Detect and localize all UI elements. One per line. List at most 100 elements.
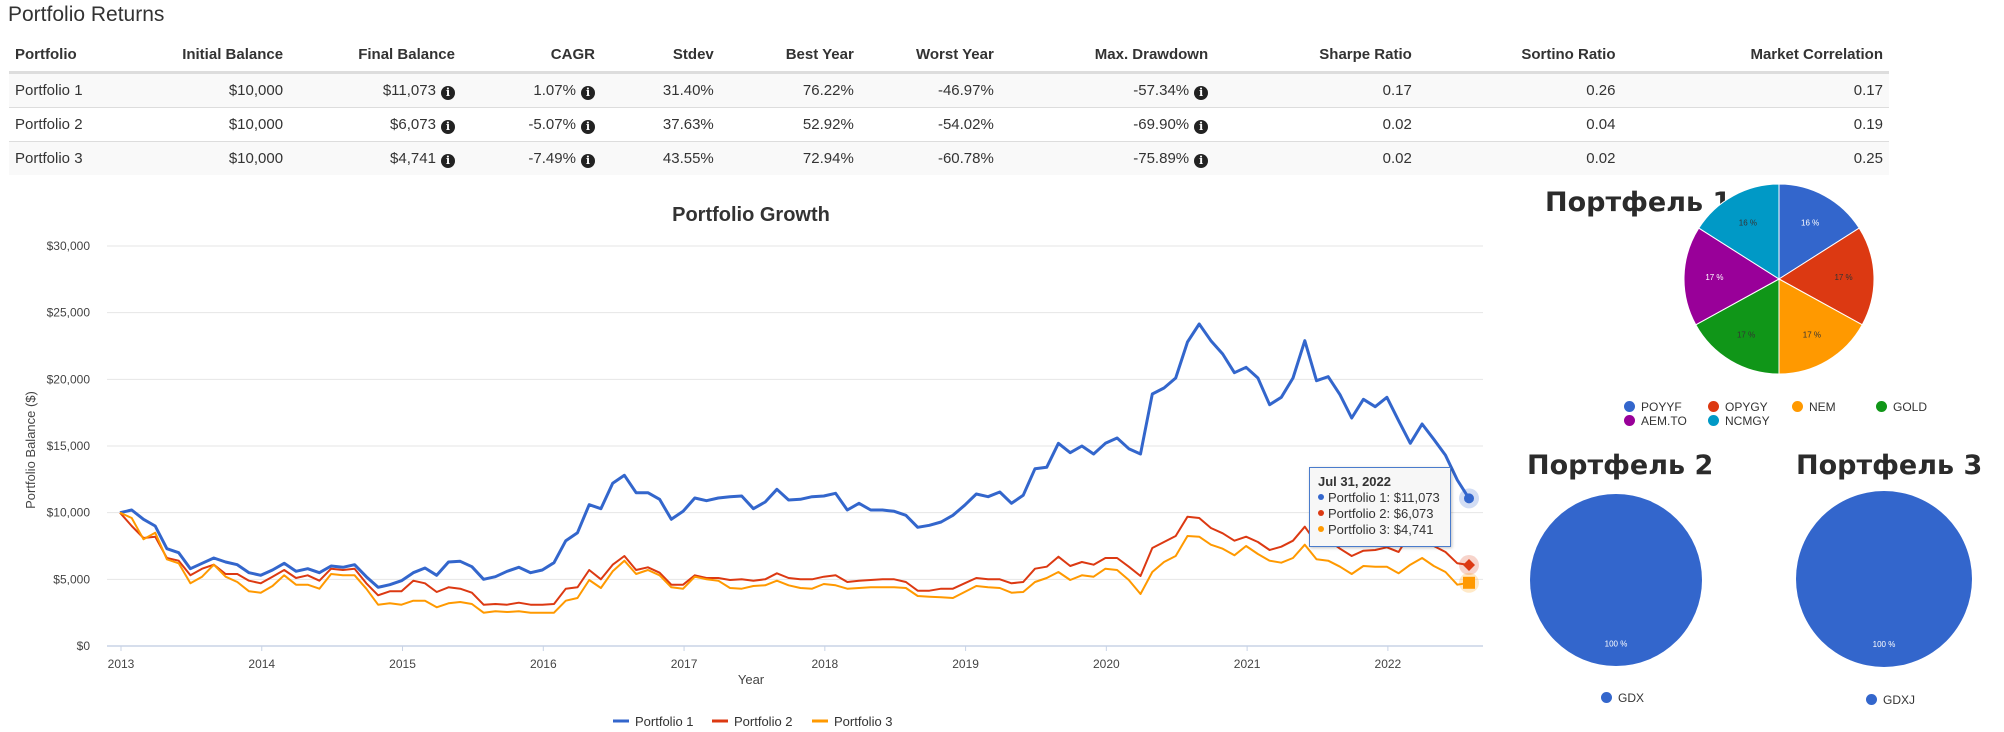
cell-sortino-ratio: 0.26 xyxy=(1417,72,1622,108)
cell-final-balance-value: $11,073 xyxy=(382,81,436,99)
pie-slice-gdxj[interactable] xyxy=(1796,491,1972,667)
info-icon[interactable]: i xyxy=(1194,119,1209,134)
info-icon[interactable]: i xyxy=(580,85,595,100)
x-tick-label: 2013 xyxy=(108,657,135,671)
cell-cagr-value: -5.07% xyxy=(528,115,576,133)
portfolio-returns-table: Portfolio Initial Balance Final Balance … xyxy=(9,38,1889,175)
pie-title-portfolio-1: Портфель 1 xyxy=(1545,187,1732,218)
series-line-portfolio-3[interactable] xyxy=(119,511,1470,614)
header-worst-year[interactable]: Worst Year xyxy=(859,38,1000,74)
pie-slice-gold[interactable] xyxy=(1695,278,1780,375)
series-line-portfolio-2[interactable] xyxy=(119,512,1470,606)
header-max-drawdown[interactable]: Max. Drawdown xyxy=(999,38,1215,74)
header-market-correlation[interactable]: Market Correlation xyxy=(1621,38,1889,74)
info-icon[interactable]: i xyxy=(440,85,455,100)
cell-max-drawdown-value: -57.34% xyxy=(1133,81,1190,99)
cell-market-correlation-value: 0.19 xyxy=(1853,116,1883,133)
cell-max-drawdown-value: -75.89% xyxy=(1133,149,1190,167)
cell-sharpe-ratio-value: 0.02 xyxy=(1382,150,1412,167)
legend-dot-icon xyxy=(1601,692,1612,703)
x-tick-label: 2017 xyxy=(671,657,698,671)
cell-initial-balance-value: $10,000 xyxy=(228,82,284,99)
pie-legend-item-nem[interactable]: NEM xyxy=(1792,400,1836,414)
pie-legend-label: POYYF xyxy=(1641,400,1682,414)
pie-slice-opygy[interactable] xyxy=(1778,227,1875,326)
legend-label-portfolio-3[interactable]: Portfolio 3 xyxy=(834,714,893,729)
series-line-portfolio-1[interactable] xyxy=(119,322,1471,589)
info-icon[interactable]: i xyxy=(580,119,595,134)
cell-final-balance: $4,741 i xyxy=(289,141,461,175)
pie-legend-label: NEM xyxy=(1809,400,1836,414)
cell-sharpe-ratio-value: 0.17 xyxy=(1382,82,1412,99)
cell-best-year-value: 72.94% xyxy=(802,150,854,167)
pie-legend-item-gdx[interactable]: GDX xyxy=(1601,691,1644,705)
pie-legend-item-ncmgy[interactable]: NCMGY xyxy=(1708,414,1770,428)
cell-cagr: 1.07% i xyxy=(460,72,601,108)
cell-max-drawdown: -69.90% i xyxy=(999,107,1215,142)
pie-slice-aem-to[interactable] xyxy=(1683,227,1780,326)
pie-legend-item-gold[interactable]: GOLD xyxy=(1876,400,1927,414)
pie-legend-item-aem-to[interactable]: AEM.TO xyxy=(1624,414,1687,428)
header-sharpe-ratio[interactable]: Sharpe Ratio xyxy=(1214,38,1418,74)
header-initial-balance[interactable]: Initial Balance xyxy=(138,38,290,74)
cell-market-correlation: 0.25 xyxy=(1621,141,1889,175)
pie-title-portfolio-2: Портфель 2 xyxy=(1527,450,1714,481)
x-tick-label: 2018 xyxy=(811,657,838,671)
info-icon[interactable]: i xyxy=(1194,153,1209,168)
info-icon[interactable]: i xyxy=(440,153,455,168)
header-stdev[interactable]: Stdev xyxy=(600,38,720,74)
data-point-portfolio-1[interactable] xyxy=(1464,493,1474,504)
legend-dot-icon xyxy=(1624,415,1635,426)
header-portfolio[interactable]: Portfolio xyxy=(9,38,139,74)
pie-legend-item-poyyf[interactable]: POYYF xyxy=(1624,400,1682,414)
header-best-year[interactable]: Best Year xyxy=(719,38,860,74)
page-title: Portfolio Returns xyxy=(8,3,165,26)
x-tick-label: 2021 xyxy=(1234,657,1261,671)
table-row: Portfolio 1 $10,000 $11,073 i 1.07% i 31.40% 76… xyxy=(9,72,1889,108)
info-icon[interactable]: i xyxy=(1194,85,1209,100)
pie-legend-label: OPYGY xyxy=(1725,400,1768,414)
tooltip-row-portfolio-3: Portfolio 3: $4,741 xyxy=(1318,522,1442,538)
cell-cagr: -5.07% i xyxy=(460,107,601,142)
pie-legend-item-gdxj[interactable]: GDXJ xyxy=(1866,693,1915,707)
cell-initial-balance: $10,000 xyxy=(138,72,290,108)
table-header-row: Portfolio Initial Balance Final Balance … xyxy=(9,38,1889,74)
tooltip-row-portfolio-2: Portfolio 2: $6,073 xyxy=(1318,506,1442,522)
cell-sortino-ratio-value: 0.02 xyxy=(1586,150,1616,167)
legend-label-portfolio-1[interactable]: Portfolio 1 xyxy=(635,714,694,729)
info-icon[interactable]: i xyxy=(580,153,595,168)
legend-label-portfolio-2[interactable]: Portfolio 2 xyxy=(734,714,793,729)
data-point-portfolio-3[interactable] xyxy=(1463,576,1475,589)
pie-slice-label: 17 % xyxy=(1834,273,1852,282)
cell-market-correlation: 0.17 xyxy=(1621,72,1889,108)
pie-chart-portfolio-1[interactable]: 16 % 17 % 17 % 17 % 17 % 16 % xyxy=(1683,183,1875,375)
pie-chart-portfolio-3[interactable]: 100 % xyxy=(1795,490,1973,668)
cell-sortino-ratio-value: 0.04 xyxy=(1586,116,1616,133)
cell-worst-year: -60.78% xyxy=(859,141,1000,175)
pie-legend-label: GDX xyxy=(1618,691,1645,705)
cell-stdev: 43.55% xyxy=(600,141,720,175)
portfolio-growth-chart[interactable]: Portfolio Growth $0 $5,000 $10,000 $15,000 $2… xyxy=(0,190,1530,732)
pie-slice-gdx[interactable] xyxy=(1530,494,1702,666)
cell-sortino-ratio: 0.02 xyxy=(1417,141,1622,175)
header-sortino-ratio[interactable]: Sortino Ratio xyxy=(1417,38,1622,74)
cell-market-correlation-value: 0.17 xyxy=(1853,82,1883,99)
pie-legend-item-opygy[interactable]: OPYGY xyxy=(1708,400,1768,414)
legend-dot-icon xyxy=(1624,401,1635,412)
pie-slice-label: 17 % xyxy=(1705,273,1723,282)
pie-slice-ncmgy[interactable] xyxy=(1698,183,1780,280)
cell-portfolio: Portfolio 2 xyxy=(9,107,139,142)
info-icon[interactable]: i xyxy=(440,119,455,134)
header-cagr[interactable]: CAGR xyxy=(460,38,601,74)
pie-slice-poyyf[interactable] xyxy=(1778,183,1860,280)
header-final-balance[interactable]: Final Balance xyxy=(289,38,461,74)
data-point-portfolio-2[interactable] xyxy=(1463,559,1475,572)
x-tick-label: 2020 xyxy=(1093,657,1120,671)
tooltip-dot-icon xyxy=(1318,510,1324,516)
cell-initial-balance: $10,000 xyxy=(138,107,290,142)
pie-slice-nem[interactable] xyxy=(1778,278,1863,375)
pie-chart-portfolio-2[interactable]: 100 % xyxy=(1529,493,1703,667)
table-row: Portfolio 3 $10,000 $4,741 i -7.49% i 43.55% 72… xyxy=(9,141,1889,175)
cell-worst-year-value: -60.78% xyxy=(937,150,994,167)
cell-max-drawdown-value: -69.90% xyxy=(1133,115,1190,133)
